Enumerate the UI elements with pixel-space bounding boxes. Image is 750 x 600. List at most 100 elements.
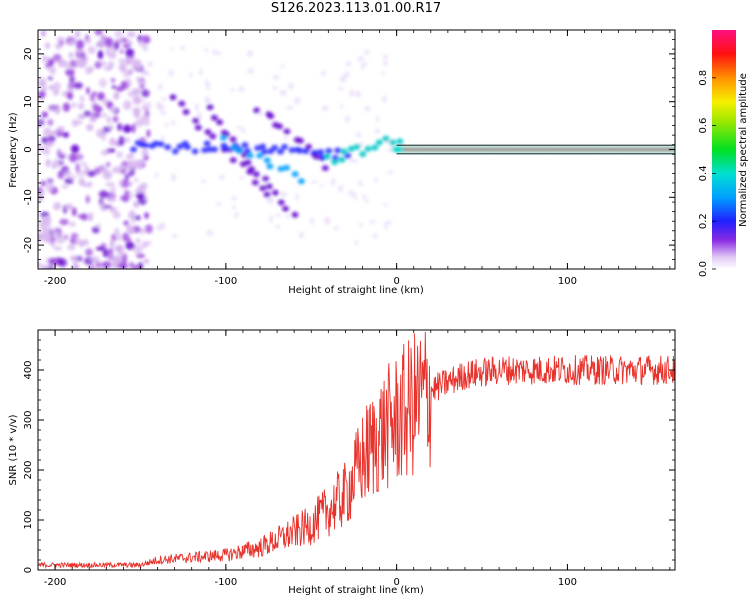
heatmap-cell [369, 219, 376, 224]
heatmap-cell [192, 117, 200, 124]
heatmap-cell [443, 148, 450, 151]
heatmap-cell [94, 167, 101, 175]
heatmap-cell [382, 135, 390, 142]
heatmap-cell [130, 159, 141, 168]
heatmap-cell [560, 148, 567, 151]
heatmap-cell [267, 113, 275, 120]
heatmap-cell [200, 179, 207, 183]
heatmap-cell [45, 158, 52, 168]
heatmap-cell [348, 189, 355, 197]
heatmap-cell [272, 75, 280, 80]
heatmap-cell [339, 75, 347, 83]
chart-title: S126.2023.113.01.00.R17 [270, 1, 442, 16]
heatmap-cell [107, 250, 114, 261]
heatmap-cell [340, 148, 348, 155]
heatmap-cell [61, 184, 69, 189]
heatmap-cell [402, 148, 409, 151]
heatmap-cell [144, 212, 150, 219]
heatmap-cell [98, 78, 107, 88]
heatmap-ytick-label: -20 [23, 237, 34, 253]
heatmap-cell [38, 233, 43, 242]
heatmap-cell [355, 132, 362, 138]
heatmap-cell [92, 91, 97, 97]
heatmap-cell [75, 255, 83, 262]
heatmap-cell [555, 148, 562, 151]
heatmap-cell [357, 180, 364, 187]
heatmap-cell [234, 211, 239, 219]
heatmap-cell [188, 72, 194, 78]
heatmap-cell [334, 147, 342, 154]
heatmap-cell [283, 164, 291, 171]
heatmap-cell [372, 233, 378, 239]
heatmap-ytick-label: -10 [23, 189, 34, 205]
heatmap-cell [38, 146, 45, 151]
heatmap-cell [105, 182, 115, 187]
heatmap-cell [251, 179, 259, 186]
heatmap-cell [168, 69, 174, 77]
heatmap-cell [68, 39, 76, 45]
heatmap-cell [385, 220, 393, 225]
heatmap-cell [463, 148, 470, 151]
heatmap-cell [97, 50, 104, 60]
heatmap-cell [120, 80, 129, 90]
heatmap-cell [46, 178, 54, 184]
heatmap-cell [171, 233, 178, 239]
heatmap-cell [78, 214, 83, 219]
heatmap-cell [95, 261, 102, 269]
heatmap-cell [124, 189, 129, 197]
heatmap-cell [146, 61, 154, 67]
heatmap-cell [252, 171, 260, 178]
heatmap-cell [586, 148, 593, 151]
heatmap-cell [43, 127, 52, 137]
heatmap-cell [196, 112, 203, 120]
heatmap-cell [109, 106, 117, 113]
heatmap-cell [47, 119, 54, 126]
heatmap-cell [412, 148, 419, 151]
heatmap-cell [122, 100, 132, 111]
heatmap-cell [550, 148, 557, 151]
heatmap-cell [387, 170, 394, 175]
heatmap-cell [99, 201, 106, 211]
heatmap-cell [126, 153, 135, 159]
heatmap-cell [417, 148, 424, 151]
heatmap-cell [382, 203, 389, 207]
heatmap-cell [345, 114, 350, 123]
heatmap-cell [176, 143, 184, 150]
heatmap-cell [42, 86, 48, 92]
heatmap-cell [219, 173, 225, 181]
heatmap-cell [344, 71, 350, 78]
heatmap-cell [48, 105, 58, 112]
heatmap-cell [122, 124, 132, 134]
heatmap-cell [136, 253, 146, 259]
heatmap-cell [504, 148, 511, 151]
heatmap-cell [259, 143, 267, 150]
heatmap-cell [119, 49, 124, 54]
heatmap-cell [632, 148, 639, 151]
heatmap-cell [309, 217, 315, 225]
heatmap-cell [122, 43, 131, 49]
heatmap-cell [144, 193, 149, 201]
heatmap-cell [180, 45, 186, 51]
heatmap-cell [109, 239, 115, 249]
heatmap-ylabel: Frequency (Hz) [8, 112, 19, 188]
heatmap-cell [111, 166, 122, 174]
heatmap-cell [204, 129, 212, 136]
heatmap-cell [131, 166, 137, 171]
heatmap-cell [263, 157, 271, 164]
heatmap-cell [323, 216, 331, 225]
heatmap-cell [170, 47, 175, 51]
heatmap-cell [241, 126, 246, 134]
heatmap-cell [78, 59, 86, 68]
heatmap-cell [135, 192, 145, 199]
heatmap-cell [212, 49, 218, 56]
heatmap-cell [499, 148, 506, 151]
snr-ytick-label: 200 [23, 460, 34, 479]
heatmap-cell [157, 103, 165, 111]
heatmap-cell [53, 246, 63, 251]
heatmap-cell [105, 148, 111, 155]
heatmap-cell [271, 189, 279, 196]
heatmap-cell [123, 137, 131, 143]
heatmap-cell [295, 193, 299, 201]
snr-ticks: -200 -100 0 100 0 100 200 300 400 [23, 329, 675, 588]
